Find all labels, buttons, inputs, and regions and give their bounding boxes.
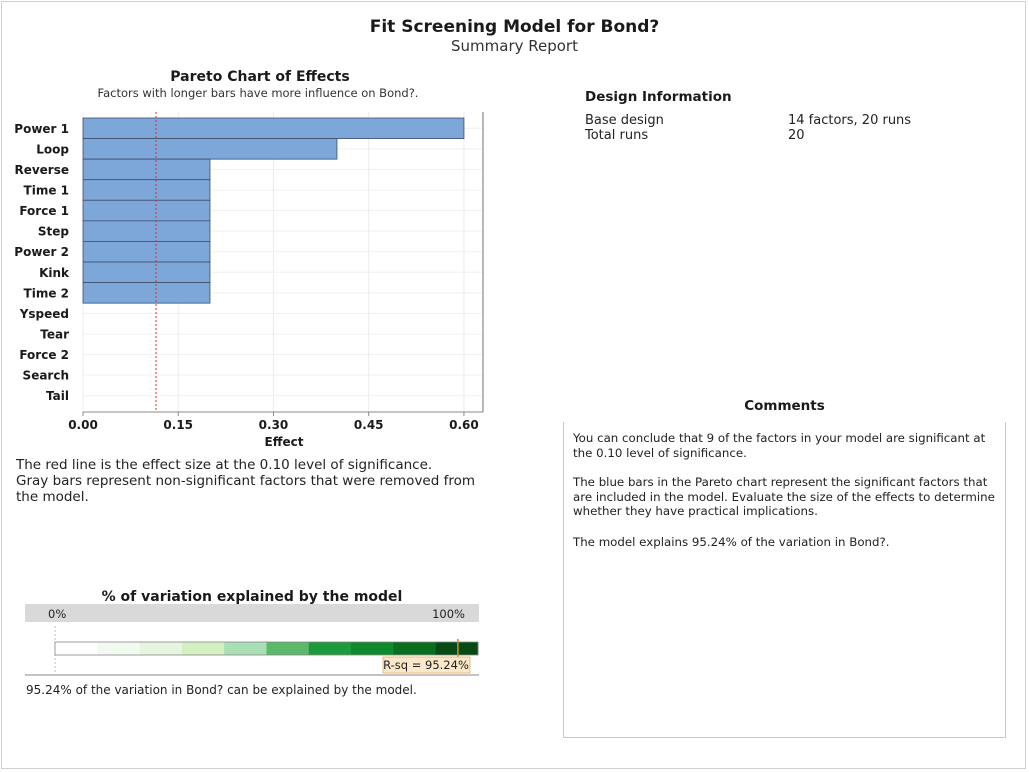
gradient-segment <box>97 642 141 655</box>
effect-bar <box>82 241 211 263</box>
pareto-chart-subtitle: Factors with longer bars have more influ… <box>97 86 419 100</box>
design-label-base: Base design <box>585 113 664 128</box>
report-title: Fit Screening Model for Bond? <box>369 17 660 37</box>
comments-box: You can conclude that 9 of the factors i… <box>563 422 1006 738</box>
effect-bar <box>82 261 211 283</box>
report-subtitle: Summary Report <box>451 37 578 55</box>
effect-bar <box>82 138 338 160</box>
pareto-chart: Power 1 Loop Reverse Time 1 Force 1 Step Power… <box>14 112 484 449</box>
category-label: Step <box>38 225 70 239</box>
x-tick-label: 0.60 <box>449 418 479 432</box>
x-tick-label: 0.45 <box>354 418 384 432</box>
gradient-segment <box>393 642 437 655</box>
effect-bar <box>82 179 211 201</box>
category-label: Time 2 <box>24 286 69 300</box>
design-information-title: Design Information <box>585 89 732 105</box>
pareto-note: The red line is the effect size at the 0… <box>16 457 486 505</box>
x-tick-label: 0.15 <box>163 418 193 432</box>
design-value-runs: 20 <box>788 128 805 143</box>
pareto-chart-title: Pareto Chart of Effects <box>170 69 350 85</box>
comment-paragraph: You can conclude that 9 of the factors i… <box>573 431 986 460</box>
design-value-base: 14 factors, 20 runs <box>788 113 912 128</box>
category-label: Tear <box>40 328 69 342</box>
category-label: Tail <box>46 389 69 403</box>
category-label: Search <box>23 369 69 383</box>
scale-label-0: 0% <box>48 607 66 621</box>
effect-bar <box>82 117 465 139</box>
gradient-segment <box>266 642 310 655</box>
pareto-note-line: The red line is the effect size at the 0… <box>16 457 433 473</box>
comments-title: Comments <box>744 398 825 414</box>
effect-bar <box>82 282 211 304</box>
gradient-segment <box>55 642 98 655</box>
x-tick-label: 0.00 <box>68 418 98 432</box>
comment-paragraph: The model explains 95.24% of the variati… <box>573 535 890 549</box>
pareto-note-line: the model. <box>16 489 89 505</box>
variation-bar-chart: 0% 100% R-sq = 95.24% <box>25 604 479 676</box>
category-label: Power 1 <box>14 122 69 136</box>
variation-title: % of variation explained by the model <box>101 589 403 605</box>
scale-label-100: 100% <box>432 607 465 621</box>
variation-note: 95.24% of the variation in Bond? can be … <box>26 683 417 697</box>
category-label: Loop <box>36 142 69 156</box>
comment-paragraph: The blue bars in the Pareto chart repres… <box>573 475 995 518</box>
gradient-segment <box>224 642 267 655</box>
gradient-segment <box>181 642 225 655</box>
design-label-runs: Total runs <box>585 128 649 143</box>
category-label: Force 2 <box>19 348 69 362</box>
gradient-segment <box>435 642 479 655</box>
gradient-outline <box>54 641 479 656</box>
effect-bar <box>82 199 211 222</box>
category-label: Yspeed <box>19 307 69 321</box>
rsq-label: R-sq = 95.24% <box>383 658 469 672</box>
gradient-segment <box>139 642 183 655</box>
category-label: Kink <box>39 266 70 280</box>
category-label: Time 1 <box>24 184 69 198</box>
rsq-label-box <box>382 656 471 674</box>
effect-bar <box>82 158 211 181</box>
category-label: Power 2 <box>14 245 69 259</box>
gradient-segment <box>351 642 394 655</box>
gradient-segment <box>308 642 352 655</box>
x-tick-label: 0.30 <box>259 418 289 432</box>
x-axis-label: Effect <box>265 435 304 449</box>
scale-band <box>25 604 479 622</box>
effect-bar <box>82 220 211 242</box>
pareto-note-line: Gray bars represent non-significant fact… <box>16 473 476 489</box>
category-label: Reverse <box>14 163 69 177</box>
category-label: Force 1 <box>19 204 69 218</box>
